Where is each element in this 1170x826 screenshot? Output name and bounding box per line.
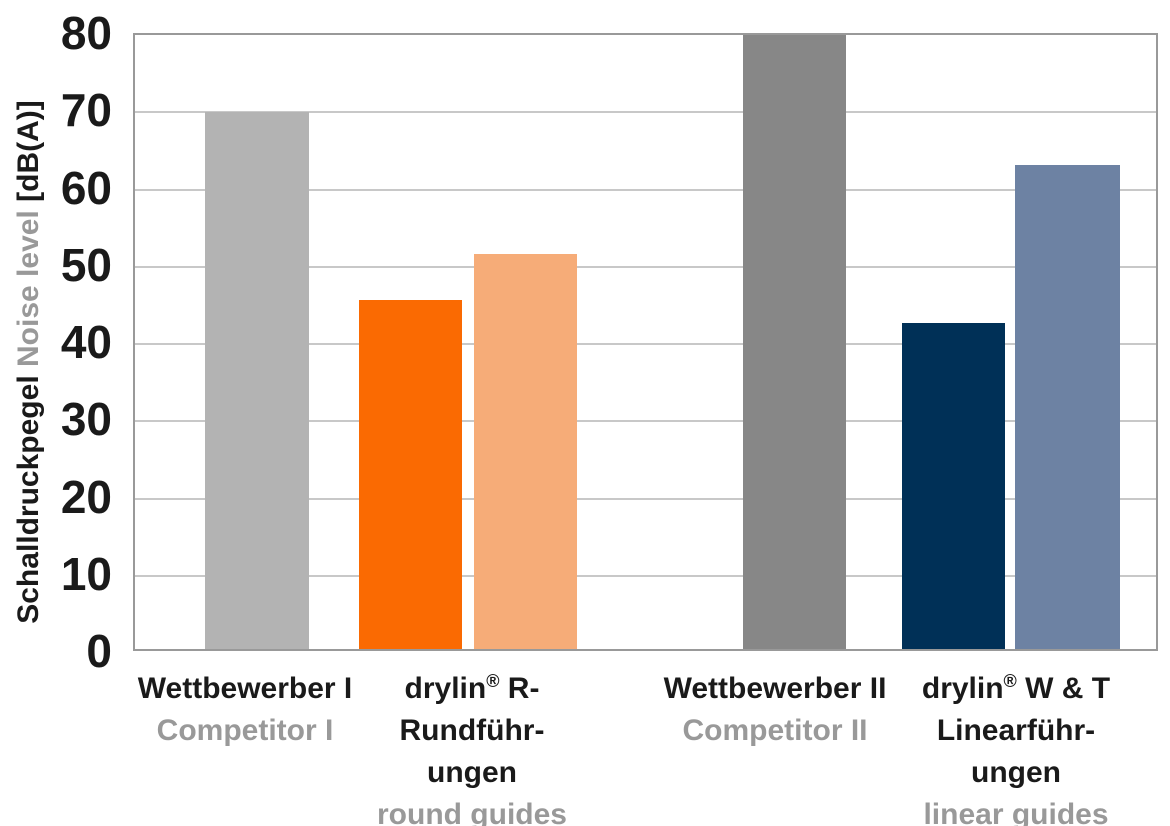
gridline-30 bbox=[135, 420, 1156, 423]
y-tick-80: 80 bbox=[60, 7, 112, 59]
bar-drylin-wt-a bbox=[902, 322, 1005, 649]
bar-wettbewerber-ii bbox=[743, 35, 846, 649]
y-tick-30: 30 bbox=[60, 393, 112, 446]
bar-drylin-wt-b bbox=[1015, 165, 1120, 649]
y-tick-40: 40 bbox=[60, 316, 112, 368]
bar-drylin-r-a bbox=[359, 299, 462, 649]
plot-area bbox=[133, 33, 1158, 651]
y-tick-50: 50 bbox=[60, 238, 112, 291]
y-tick-0: 0 bbox=[86, 625, 112, 677]
bar-wettbewerber-i bbox=[205, 111, 309, 649]
y-axis-tick-labels: 80 70 60 50 40 30 20 10 0 bbox=[0, 0, 112, 826]
x-label-drylin-r: drylin® R- Rundführ-ungen round guides bbox=[377, 671, 567, 826]
gridline-70 bbox=[135, 111, 1156, 114]
gridline-50 bbox=[135, 265, 1156, 268]
gridline-40 bbox=[135, 343, 1156, 345]
x-label-drylin-wt: drylin® W & T Linearführ-ungen linear guid… bbox=[921, 671, 1111, 826]
y-tick-60: 60 bbox=[60, 161, 112, 214]
bar-drylin-r-b bbox=[474, 253, 577, 649]
y-tick-10: 10 bbox=[60, 547, 112, 600]
y-tick-70: 70 bbox=[60, 84, 112, 137]
x-label-wettbewerber-i: Wettbewerber I Competitor I bbox=[137, 672, 353, 747]
gridline-10 bbox=[135, 574, 1156, 577]
y-tick-20: 20 bbox=[60, 470, 112, 523]
x-label-wettbewerber-ii: Wettbewerber II Competitor II bbox=[663, 672, 887, 747]
gridline-60 bbox=[135, 188, 1156, 191]
gridline-20 bbox=[135, 497, 1156, 500]
